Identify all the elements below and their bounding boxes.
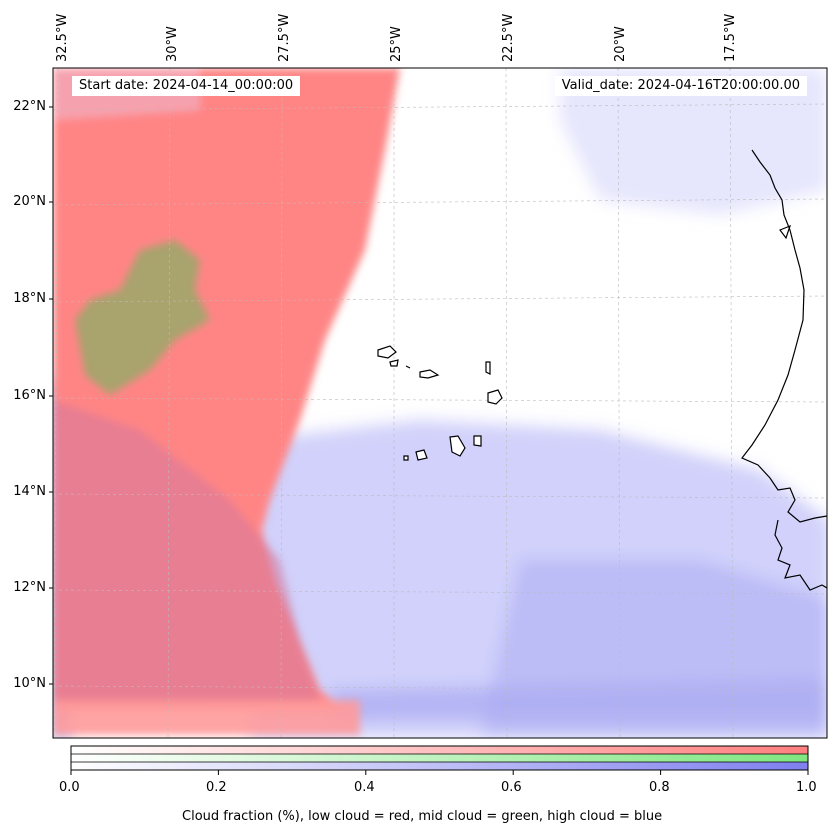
cbar-tick-2: 0.4 bbox=[354, 780, 375, 795]
cbar-tick-0: 0.0 bbox=[59, 780, 80, 795]
lon-label-25w: 25°W bbox=[389, 26, 404, 62]
lon-label-22-5w: 22.5°W bbox=[501, 13, 516, 62]
mid-cloud-layer bbox=[75, 240, 210, 395]
cbar-tick-3: 0.6 bbox=[501, 780, 522, 795]
colorbar-caption: Cloud fraction (%), low cloud = red, mid… bbox=[182, 809, 663, 824]
start-date-label: Start date: 2024-04-14_00:00:00 bbox=[72, 76, 301, 96]
lat-label-22n: 22°N bbox=[13, 99, 46, 114]
lon-label-32-5w: 32.5°W bbox=[55, 13, 70, 62]
map-frame bbox=[52, 67, 828, 739]
coastline bbox=[741, 149, 827, 591]
graticule bbox=[53, 68, 827, 738]
lon-label-27-5w: 27.5°W bbox=[277, 13, 292, 62]
cbar-tick-5: 1.0 bbox=[796, 780, 817, 795]
lon-label-17-5w: 17.5°W bbox=[723, 13, 738, 62]
lat-label-18n: 18°N bbox=[13, 291, 46, 306]
colorbar bbox=[70, 745, 809, 775]
colorbar-ticks bbox=[70, 770, 809, 775]
lat-label-10n: 10°N bbox=[13, 676, 46, 691]
lon-label-20w: 20°W bbox=[613, 26, 628, 62]
colorbar-mid-cloud bbox=[71, 754, 808, 762]
lat-label-12n: 12°N bbox=[13, 580, 46, 595]
lon-label-30w: 30°W bbox=[165, 26, 180, 62]
lat-label-14n: 14°N bbox=[13, 484, 46, 499]
lat-label-20n: 20°N bbox=[13, 194, 46, 209]
cbar-tick-4: 0.8 bbox=[649, 780, 670, 795]
valid-date-label: Valid_date: 2024-04-16T20:00:00.00 bbox=[554, 76, 807, 96]
lat-ticks bbox=[49, 106, 53, 685]
colorbar-high-cloud bbox=[71, 762, 808, 770]
cbar-tick-1: 0.2 bbox=[206, 780, 227, 795]
cape-verde-islands bbox=[377, 345, 503, 461]
colorbar-low-cloud bbox=[71, 746, 808, 754]
lat-label-16n: 16°N bbox=[13, 388, 46, 403]
